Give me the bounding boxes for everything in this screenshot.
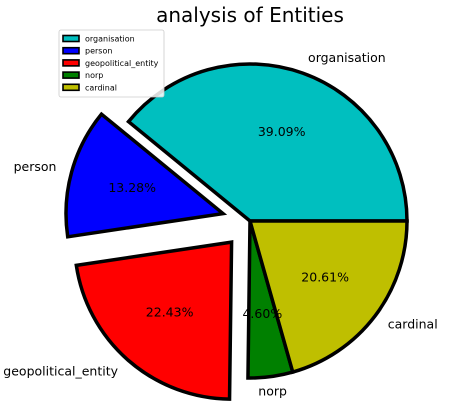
- pct-label-norp: 4.60%: [242, 306, 282, 321]
- legend-swatch-person: [62, 46, 80, 55]
- pie-slice-geopolitical-entity: [74, 240, 234, 401]
- slice-label-geopolitical-entity: geopolitical_entity: [3, 364, 118, 379]
- legend: organisation person geopolitical_entitynor…: [58, 29, 165, 98]
- slice-label-organisation: organisation: [308, 50, 386, 65]
- legend-label-person: person: [85, 47, 112, 56]
- pct-label-geopolitical-entity: 22.43%: [146, 305, 194, 320]
- pct-label-organisation: 39.09%: [258, 124, 306, 139]
- chart-title: analysis of Entities: [156, 3, 344, 27]
- legend-frame: [58, 29, 165, 98]
- legend-swatch-geopolitical-entity: [62, 59, 80, 67]
- legend-swatch-cardinal: [62, 83, 80, 92]
- pie-slice-person: [64, 111, 228, 239]
- pie-labels: 39.09% organisation 13.28% person 22.43% geop…: [3, 50, 437, 399]
- slice-label-cardinal: cardinal: [388, 317, 438, 332]
- legend-label-organisation: organisation: [85, 35, 135, 44]
- pct-label-person: 13.28%: [108, 180, 156, 195]
- legend-label-cardinal: cardinal: [85, 83, 117, 92]
- legend-swatch-organisation: [62, 34, 80, 43]
- pie-slice-cardinal: [247, 219, 409, 375]
- pie-slice-organisation: [126, 62, 409, 223]
- pie-slices: [64, 62, 409, 401]
- pct-label-cardinal: 20.61%: [301, 269, 349, 284]
- slice-label-person: person: [14, 159, 57, 174]
- legend-label-norp: norp: [85, 71, 103, 80]
- slice-label-norp: norp: [258, 384, 287, 399]
- legend-label-geopolitical-entity: geopolitical_entity: [85, 59, 159, 68]
- legend-swatch-norp: [62, 71, 80, 79]
